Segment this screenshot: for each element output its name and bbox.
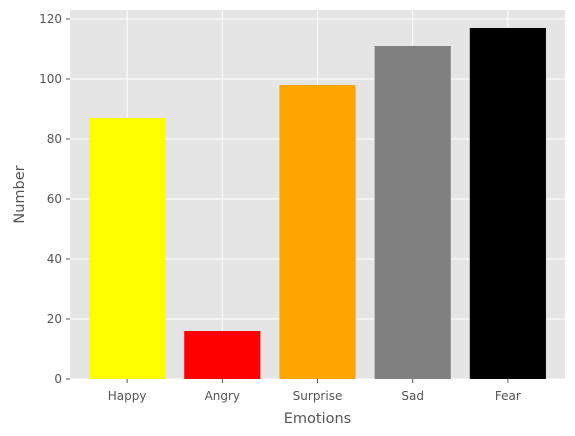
x-axis-label: Emotions (284, 411, 352, 427)
x-tick-label-surprise: Surprise (293, 389, 343, 403)
x-tick-label-angry: Angry (205, 389, 240, 403)
y-tick-label: 0 (54, 372, 62, 386)
y-tick-label: 80 (47, 132, 62, 146)
bar-happy (89, 118, 166, 379)
x-tick-label-sad: Sad (401, 389, 424, 403)
x-tick-label-fear: Fear (495, 389, 521, 403)
y-tick-label: 60 (47, 192, 62, 206)
bar-surprise (279, 85, 356, 379)
y-axis-label: Number (12, 165, 28, 223)
bar-angry (184, 331, 261, 379)
y-tick-label: 100 (39, 72, 62, 86)
y-tick-label: 20 (47, 312, 62, 326)
bar-sad (374, 46, 451, 379)
x-axis-ticks: Happy Angry Surprise Sad Fear (108, 379, 521, 403)
y-tick-label: 40 (47, 252, 62, 266)
x-tick-label-happy: Happy (108, 389, 147, 403)
y-axis-ticks: 0 20 40 60 80 100 120 (39, 12, 70, 386)
bars (89, 28, 546, 379)
y-tick-label: 120 (39, 12, 62, 26)
bar-fear (469, 28, 546, 379)
